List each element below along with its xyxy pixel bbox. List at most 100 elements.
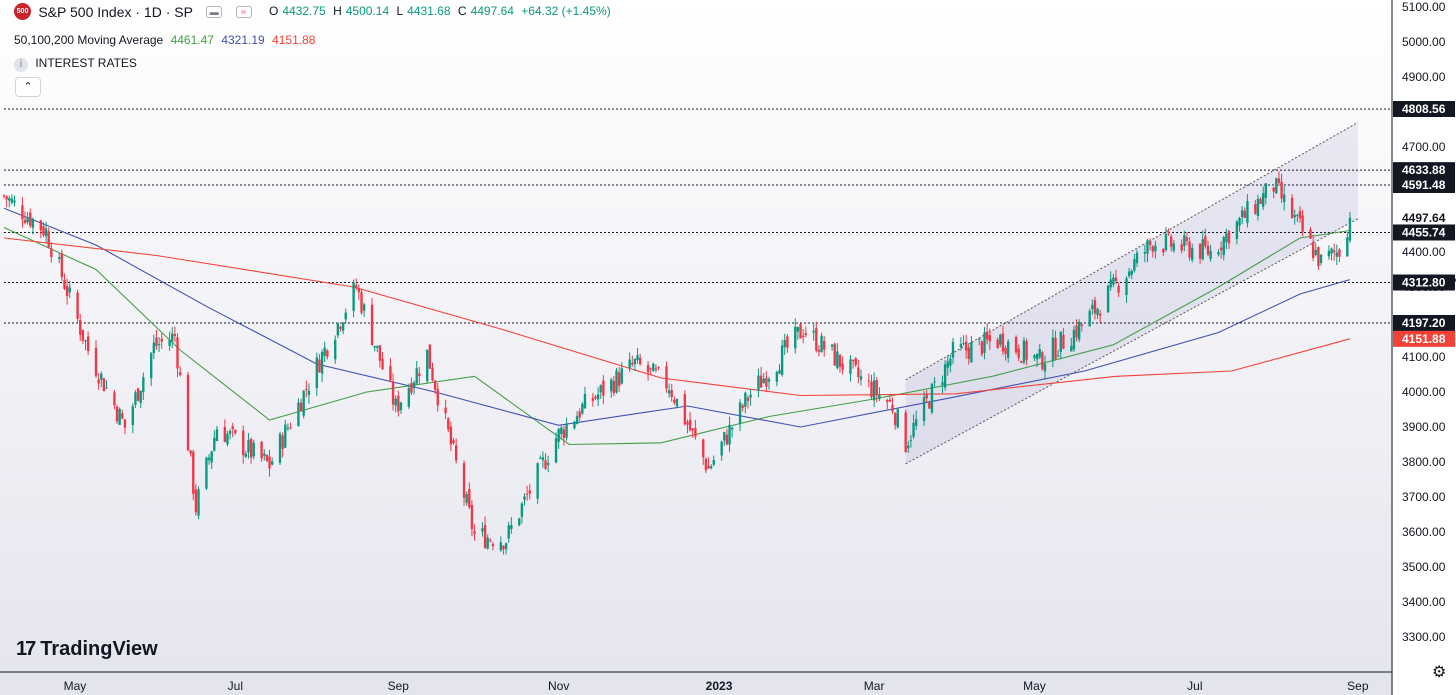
candle-body — [983, 332, 986, 353]
candle-body — [657, 367, 660, 369]
channel-layer — [905, 122, 1359, 465]
candle-body — [1183, 235, 1186, 247]
candle-body — [1014, 337, 1018, 353]
candle-body — [389, 366, 392, 381]
candle-body — [23, 219, 27, 223]
candle-body — [962, 343, 965, 345]
candle-body — [507, 525, 510, 539]
candle-body — [1264, 183, 1268, 198]
candle-body — [799, 324, 802, 339]
candle-body — [738, 402, 742, 425]
candle-body — [42, 226, 45, 236]
candle-body — [86, 336, 90, 352]
candle-body — [610, 379, 613, 392]
candle-body — [573, 421, 576, 429]
indicator-legend[interactable]: i INTEREST RATES — [14, 56, 141, 72]
candle-body — [58, 257, 61, 259]
candle-body — [749, 394, 752, 398]
price-label-bg — [1393, 162, 1455, 179]
candle-body — [178, 372, 182, 375]
candle-body — [189, 450, 192, 454]
candle-body — [970, 342, 973, 363]
tradingview-logo[interactable]: 17 TradingView — [16, 638, 158, 661]
candle-body — [744, 392, 747, 407]
candle-body — [801, 335, 805, 338]
compare-icon[interactable]: ≈ — [235, 5, 252, 18]
channel-fill — [905, 122, 1358, 464]
candle-body — [675, 398, 679, 407]
candle-body — [491, 544, 495, 547]
price-axis: 3300.00 3400.00 3500.00 3600.00 3700.00 3800.… — [1391, 0, 1456, 695]
candle-body — [1293, 214, 1296, 218]
candle-body — [123, 419, 127, 428]
candle-body — [223, 426, 227, 442]
candle-body — [1191, 247, 1194, 261]
chevron-up-icon[interactable]: ⌃ — [15, 77, 41, 97]
horizontal-lines-layer — [4, 108, 1392, 324]
candle-body — [323, 347, 326, 356]
candle-body — [967, 347, 970, 360]
candle-body — [925, 394, 928, 399]
gear-icon[interactable]: ⚙ — [1432, 664, 1447, 681]
symbol-title[interactable]: S&P 500 Index · 1D · SP — [38, 3, 193, 20]
moving-average-layer — [3, 207, 1351, 446]
candle-body — [97, 379, 100, 384]
candle-body — [959, 343, 963, 348]
candle-body — [160, 338, 163, 342]
candle-body — [21, 205, 24, 220]
candle-body — [1143, 252, 1147, 254]
candle-body — [412, 382, 416, 389]
eye-icon[interactable]: ▬ — [206, 5, 223, 18]
info-icon[interactable]: i — [14, 58, 28, 72]
candle-body — [996, 339, 999, 348]
candle-body — [410, 383, 413, 393]
candle-body — [407, 388, 411, 407]
symbol-badge[interactable]: 500 — [14, 3, 31, 20]
candle-body — [1332, 250, 1336, 253]
candle-body — [922, 397, 926, 422]
price-tick-label: 3500.00 — [1402, 560, 1446, 574]
price-tick-label: 4700.00 — [1402, 140, 1446, 154]
candle-body — [870, 381, 873, 398]
price-label: 4455.74 — [1402, 225, 1446, 239]
candle-body — [518, 518, 521, 526]
low-label: L — [396, 3, 404, 18]
candle-body — [370, 304, 374, 346]
candle-body — [951, 342, 955, 358]
candle-body — [176, 337, 179, 369]
candle-body — [1135, 252, 1139, 264]
candle-body — [786, 336, 789, 348]
candle-body — [759, 375, 763, 388]
candle-body — [286, 427, 290, 429]
candle-body — [886, 400, 889, 403]
candle-body — [523, 496, 526, 500]
candle-body — [1222, 237, 1225, 256]
candle-body — [355, 285, 358, 288]
candle-body — [985, 331, 989, 340]
candle-body — [778, 370, 781, 374]
time-tick-label: Jul — [228, 679, 243, 693]
candle-body — [426, 349, 429, 382]
candle-body — [118, 408, 121, 425]
price-label: 4312.80 — [1402, 276, 1446, 290]
candle-body — [134, 392, 137, 405]
candle-body — [949, 358, 952, 366]
candle-body — [578, 411, 581, 418]
candle-body — [31, 218, 35, 228]
ma-legend[interactable]: 50,100,200 Moving Average 4461.47 4321.1… — [14, 33, 319, 47]
candle-body — [904, 412, 907, 453]
candle-body — [391, 381, 395, 405]
candle-body — [1311, 242, 1315, 258]
candle-body — [299, 402, 303, 412]
candle-body — [930, 383, 934, 413]
logo-text: TradingView — [40, 638, 158, 660]
candle-body — [468, 489, 471, 508]
candle-body — [289, 427, 292, 429]
time-tick-label: Mar — [864, 679, 885, 693]
candle-body — [575, 416, 579, 425]
candle-body — [247, 439, 250, 453]
candle-body — [63, 279, 66, 289]
candle-body — [1227, 230, 1231, 244]
